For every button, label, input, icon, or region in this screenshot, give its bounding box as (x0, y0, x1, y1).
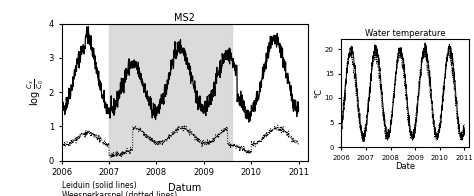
Y-axis label: °C: °C (314, 88, 323, 98)
Text: Weesperkarspel (dotted lines): Weesperkarspel (dotted lines) (62, 191, 177, 196)
X-axis label: Datum: Datum (168, 183, 201, 193)
X-axis label: Date: Date (395, 162, 415, 171)
Title: Water temperature: Water temperature (365, 29, 446, 38)
Bar (109, 24, 232, 161)
Text: Leiduin (solid lines): Leiduin (solid lines) (62, 181, 136, 190)
Y-axis label: log $\frac{C_x}{C_0}$: log $\frac{C_x}{C_0}$ (25, 78, 46, 106)
Title: MS2: MS2 (174, 13, 195, 23)
